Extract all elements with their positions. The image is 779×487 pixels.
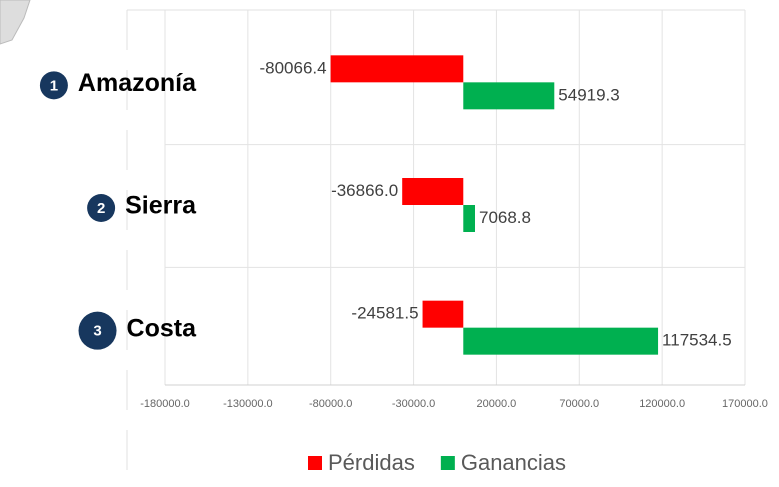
x-tick-label: 120000.0 xyxy=(639,398,685,410)
value-label: -24581.5 xyxy=(351,304,418,323)
category-number: 1 xyxy=(50,77,58,94)
category-number: 2 xyxy=(97,200,105,217)
bar xyxy=(330,55,464,83)
bar xyxy=(463,327,659,355)
x-tick-label: 70000.0 xyxy=(559,398,599,410)
category-label: Sierra xyxy=(125,192,197,220)
value-label: -80066.4 xyxy=(259,58,326,77)
x-tick-label: -130000.0 xyxy=(223,398,273,410)
category-label: Costa xyxy=(127,314,198,342)
category-badge xyxy=(87,194,116,222)
value-label: 7068.8 xyxy=(479,208,531,227)
x-tick-label: -180000.0 xyxy=(140,398,190,410)
bar xyxy=(402,178,464,205)
x-tick-label: -80000.0 xyxy=(309,398,352,410)
map-fragment xyxy=(0,0,31,45)
x-tick-label: 20000.0 xyxy=(477,398,517,410)
category-badge xyxy=(78,311,117,350)
legend-swatch xyxy=(440,456,455,470)
bar xyxy=(422,300,464,328)
legend-label: Ganancias xyxy=(461,450,566,475)
category-badge xyxy=(39,71,68,100)
x-tick-label: -30000.0 xyxy=(392,398,435,410)
bar xyxy=(463,82,555,110)
legend-label: Pérdidas xyxy=(328,450,415,475)
value-label: 54919.3 xyxy=(558,85,619,104)
legend-swatch xyxy=(308,456,322,470)
value-label: -36866.0 xyxy=(331,181,398,200)
category-label: Amazonía xyxy=(78,69,197,97)
category-number: 3 xyxy=(93,323,101,340)
value-label: 117534.5 xyxy=(662,331,732,350)
x-tick-label: 170000.0 xyxy=(722,398,768,410)
bar xyxy=(463,205,475,232)
